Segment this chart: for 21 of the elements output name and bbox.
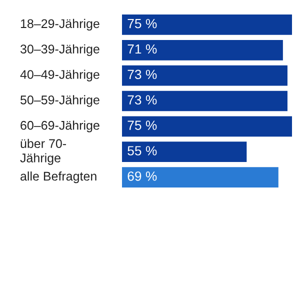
data-label: 69 %: [128, 171, 157, 181]
bar: [122, 40, 283, 60]
data-label: 75 %: [128, 120, 157, 130]
y-tick-label: alle Befragten: [20, 171, 96, 184]
y-tick-label: 30–39-Jährige: [20, 44, 100, 56]
y-tick-label: 40–49-Jährige: [20, 70, 100, 82]
bar: [122, 116, 292, 137]
data-label: 71 %: [128, 44, 157, 54]
bar: [122, 14, 292, 35]
data-label: 73 %: [128, 95, 157, 105]
y-tick-label: über 70-Jährige: [20, 138, 66, 165]
y-tick-label: 50–59-Jährige: [20, 95, 100, 107]
data-label: 55 %: [128, 146, 157, 156]
bar: [122, 65, 288, 86]
data-label: 73 %: [128, 70, 157, 80]
bar: [122, 142, 247, 162]
bar: [122, 90, 288, 112]
data-label: 75 %: [128, 18, 157, 28]
bar: [122, 167, 278, 188]
y-tick-label: 18–29-Jährige: [20, 18, 100, 31]
y-tick-label: 60–69-Jährige: [20, 120, 100, 132]
